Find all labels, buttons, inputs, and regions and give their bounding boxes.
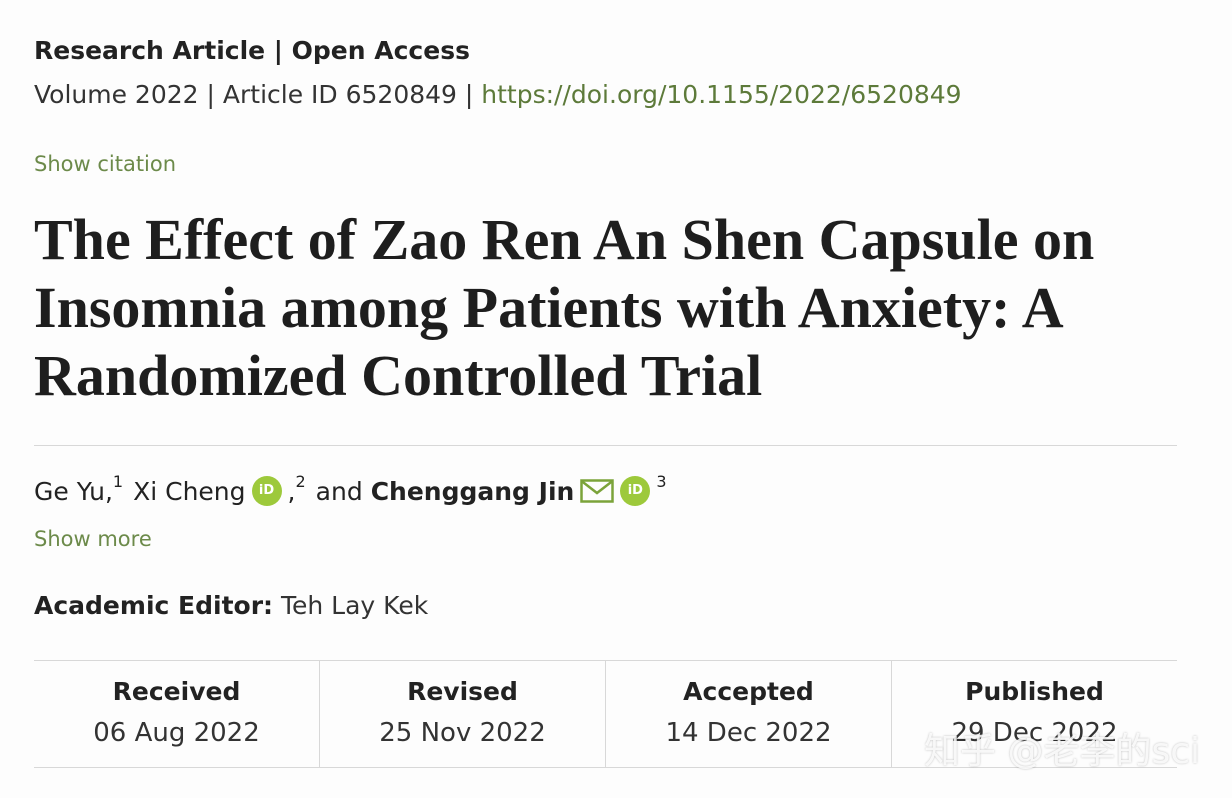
meta-separator: |	[464, 80, 482, 109]
author-name[interactable]: Xi Cheng	[133, 476, 246, 506]
date-value: 06 Aug 2022	[93, 718, 260, 748]
affiliation-number: 3	[656, 471, 667, 491]
date-label: Published	[965, 677, 1104, 706]
volume: Volume 2022	[34, 80, 199, 109]
date-label: Received	[112, 677, 241, 706]
editor-label: Academic Editor:	[34, 591, 274, 620]
editor-name: Teh Lay Kek	[280, 591, 429, 620]
article-id: Article ID 6520849	[222, 80, 457, 109]
article-meta: Volume 2022 | Article ID 6520849 | https…	[34, 80, 962, 109]
affiliation-number: 2	[295, 471, 306, 491]
article-title: The Effect of Zao Ren An Shen Capsule on…	[34, 207, 1095, 408]
author-name[interactable]: Ge Yu,	[34, 476, 113, 506]
date-published: Published 29 Dec 2022	[892, 661, 1177, 767]
watermark: 知乎 @老李的sci	[924, 731, 1200, 772]
divider	[34, 445, 1177, 446]
show-citation-link[interactable]: Show citation	[34, 152, 177, 176]
date-value: 25 Nov 2022	[379, 718, 546, 748]
author-connector: and	[315, 476, 363, 506]
date-label: Revised	[407, 677, 518, 706]
author-list: Ge Yu, 1 Xi Cheng iD ,2 and Chenggang Jin…	[34, 472, 667, 506]
author-separator: ,	[287, 476, 296, 506]
show-more-link[interactable]: Show more	[34, 527, 152, 551]
date-accepted: Accepted 14 Dec 2022	[606, 661, 892, 767]
affiliation-number: 1	[112, 471, 124, 491]
meta-separator: |	[206, 80, 223, 109]
orcid-icon[interactable]: iD	[620, 476, 651, 506]
date-value: 14 Dec 2022	[665, 718, 832, 748]
mail-icon[interactable]	[580, 479, 615, 503]
academic-editor: Academic Editor: Teh Lay Kek	[34, 591, 428, 620]
orcid-icon[interactable]: iD	[251, 476, 282, 506]
date-revised: Revised 25 Nov 2022	[320, 661, 606, 767]
date-value: 29 Dec 2022	[951, 718, 1118, 748]
article-dates: Received 06 Aug 2022 Revised 25 Nov 2022…	[34, 660, 1177, 768]
date-label: Accepted	[683, 677, 814, 706]
date-received: Received 06 Aug 2022	[34, 661, 320, 767]
author-name[interactable]: Chenggang Jin	[370, 476, 575, 506]
doi-link[interactable]: https://doi.org/10.1155/2022/6520849	[481, 80, 962, 109]
article-type: Research Article | Open Access	[34, 36, 470, 65]
